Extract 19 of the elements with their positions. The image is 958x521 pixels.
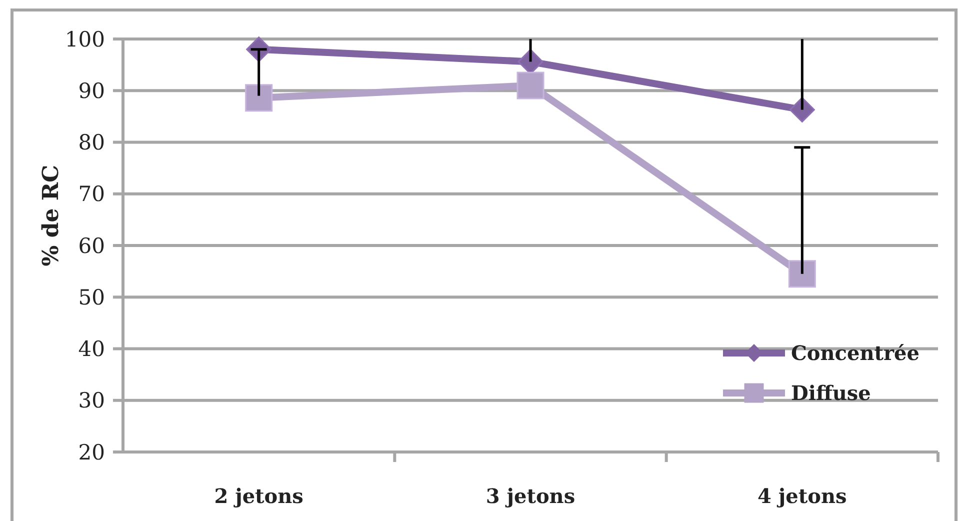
point (516, 72, 544, 100)
y-tick-label: 60 (78, 234, 105, 258)
point (788, 260, 816, 288)
y-tick-label: 80 (78, 130, 105, 155)
legend-label: Diffuse (791, 381, 871, 405)
legend-label: Concentrée (791, 341, 920, 365)
y-tick-label: 90 (78, 78, 105, 103)
point (245, 84, 273, 112)
y-tick-label: 70 (78, 182, 105, 206)
point (789, 96, 815, 122)
y-axis-title: % de RC (38, 164, 64, 266)
x-tick-label: 4 jetons (758, 484, 847, 508)
y-tick-label: 100 (64, 27, 105, 52)
y-tick-label: 30 (78, 388, 105, 413)
y-tick-label: 20 (78, 440, 105, 464)
y-tick-label: 50 (78, 285, 105, 310)
y-tick-label: 40 (78, 337, 105, 362)
x-tick-label: 2 jetons (214, 484, 304, 508)
x-tick-label: 3 jetons (486, 484, 576, 508)
